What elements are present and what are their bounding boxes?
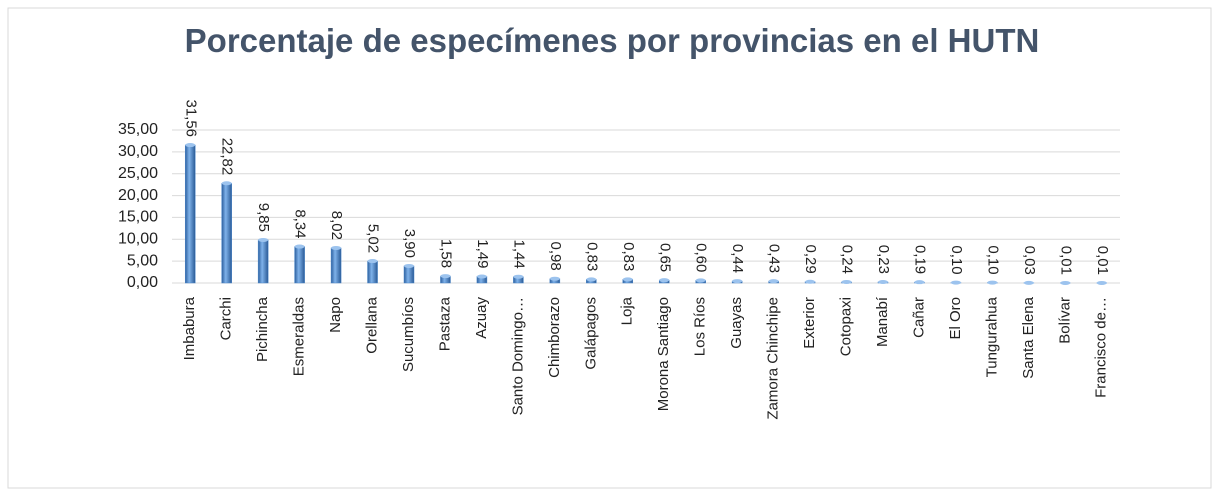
bar bbox=[403, 263, 415, 284]
x-tick-label: Santo Domingo… bbox=[509, 297, 526, 415]
value-label: 5,02 bbox=[365, 224, 382, 253]
y-tick-label: 30,00 bbox=[118, 143, 158, 160]
bar bbox=[731, 279, 743, 284]
x-tick-label: Carchi bbox=[218, 297, 235, 340]
y-tick-label: 25,00 bbox=[118, 165, 158, 182]
bar bbox=[294, 244, 305, 284]
bar bbox=[440, 274, 451, 284]
bar bbox=[914, 280, 925, 285]
bar bbox=[1060, 280, 1071, 285]
value-label: 1,49 bbox=[474, 239, 491, 268]
x-tick-label: Pichincha bbox=[254, 296, 271, 362]
y-tick-label: 5,00 bbox=[127, 252, 158, 269]
bar bbox=[695, 278, 706, 284]
bar bbox=[768, 279, 779, 284]
value-label: 31,56 bbox=[182, 99, 199, 137]
chart-title: Porcentaje de especímenes por provincias… bbox=[185, 22, 1040, 59]
x-tick-label: Imbabura bbox=[181, 296, 198, 360]
bar bbox=[877, 279, 889, 284]
bar bbox=[804, 279, 816, 284]
value-label: 0,24 bbox=[839, 245, 856, 274]
value-label: 0,43 bbox=[766, 244, 783, 273]
bar bbox=[987, 280, 998, 285]
x-tick-label: Manabí bbox=[874, 296, 891, 347]
value-label: 0,98 bbox=[547, 242, 564, 271]
value-label: 8,02 bbox=[328, 211, 345, 240]
x-tick-label: Bolívar bbox=[1056, 297, 1073, 344]
value-label: 0,19 bbox=[911, 245, 928, 274]
x-tick-label: Guayas bbox=[728, 297, 745, 349]
value-label: 0,83 bbox=[620, 242, 637, 271]
value-label: 0,83 bbox=[583, 242, 600, 271]
x-tick-label: Sucumbíos bbox=[400, 297, 417, 372]
x-tick-label: Orellana bbox=[364, 296, 381, 353]
x-tick-label: Cañar bbox=[910, 297, 927, 338]
bar bbox=[549, 276, 561, 284]
x-tick-label: Francisco de… bbox=[1093, 297, 1110, 398]
x-tick-label: Los Ríos bbox=[692, 297, 709, 356]
value-label: 0,10 bbox=[948, 245, 965, 274]
y-tick-label: 15,00 bbox=[118, 209, 158, 226]
y-tick-label: 35,00 bbox=[118, 121, 158, 138]
x-tick-label: Esmeraldas bbox=[291, 297, 308, 376]
x-tick-label: Pastaza bbox=[436, 296, 453, 351]
chart-border bbox=[7, 7, 1212, 489]
value-label: 0,03 bbox=[1021, 246, 1038, 275]
bar bbox=[513, 274, 524, 284]
value-label: 3,90 bbox=[401, 229, 418, 258]
value-label: 0,10 bbox=[984, 245, 1001, 274]
value-label: 0,60 bbox=[693, 243, 710, 272]
x-tick-label: Galápagos bbox=[582, 297, 599, 370]
value-label: 8,34 bbox=[292, 209, 309, 238]
x-tick-label: Zamora Chinchipe bbox=[765, 297, 782, 420]
value-label: 9,85 bbox=[255, 203, 272, 232]
y-tick-label: 20,00 bbox=[118, 187, 158, 204]
x-tick-label: Azuay bbox=[473, 297, 490, 339]
value-label: 0,65 bbox=[656, 243, 673, 272]
value-label: 1,58 bbox=[437, 239, 454, 268]
bar bbox=[950, 280, 962, 285]
x-tick-label: Santa Elena bbox=[1020, 296, 1037, 378]
bar bbox=[1023, 280, 1035, 285]
bar bbox=[586, 277, 597, 284]
x-tick-label: Loja bbox=[619, 296, 636, 325]
value-label: 0,01 bbox=[1057, 246, 1074, 275]
value-label: 1,44 bbox=[510, 240, 527, 269]
value-label: 0,01 bbox=[1094, 246, 1111, 275]
x-tick-label: Chimborazo bbox=[546, 297, 563, 378]
bar bbox=[184, 143, 196, 284]
value-label: 0,23 bbox=[875, 245, 892, 274]
x-tick-label: Cotopaxi bbox=[838, 297, 855, 356]
x-tick-label: Napo bbox=[327, 297, 344, 333]
bar bbox=[622, 277, 634, 284]
bar bbox=[330, 245, 342, 284]
bar bbox=[367, 259, 378, 284]
bar bbox=[257, 237, 269, 284]
bar bbox=[1096, 280, 1108, 285]
y-tick-label: 0,00 bbox=[127, 274, 158, 291]
value-label: 0,44 bbox=[729, 244, 746, 273]
x-tick-label: Exterior bbox=[801, 297, 818, 349]
y-tick-label: 10,00 bbox=[118, 231, 158, 248]
value-label: 0,29 bbox=[802, 245, 819, 274]
x-tick-label: Tungurahua bbox=[983, 296, 1000, 377]
value-label: 22,82 bbox=[219, 138, 236, 176]
bar bbox=[221, 181, 232, 284]
bar bbox=[841, 279, 852, 284]
x-tick-label: El Oro bbox=[947, 297, 964, 340]
x-tick-label: Morona Santiago bbox=[655, 297, 672, 411]
bar bbox=[658, 278, 670, 284]
bar bbox=[476, 274, 488, 284]
